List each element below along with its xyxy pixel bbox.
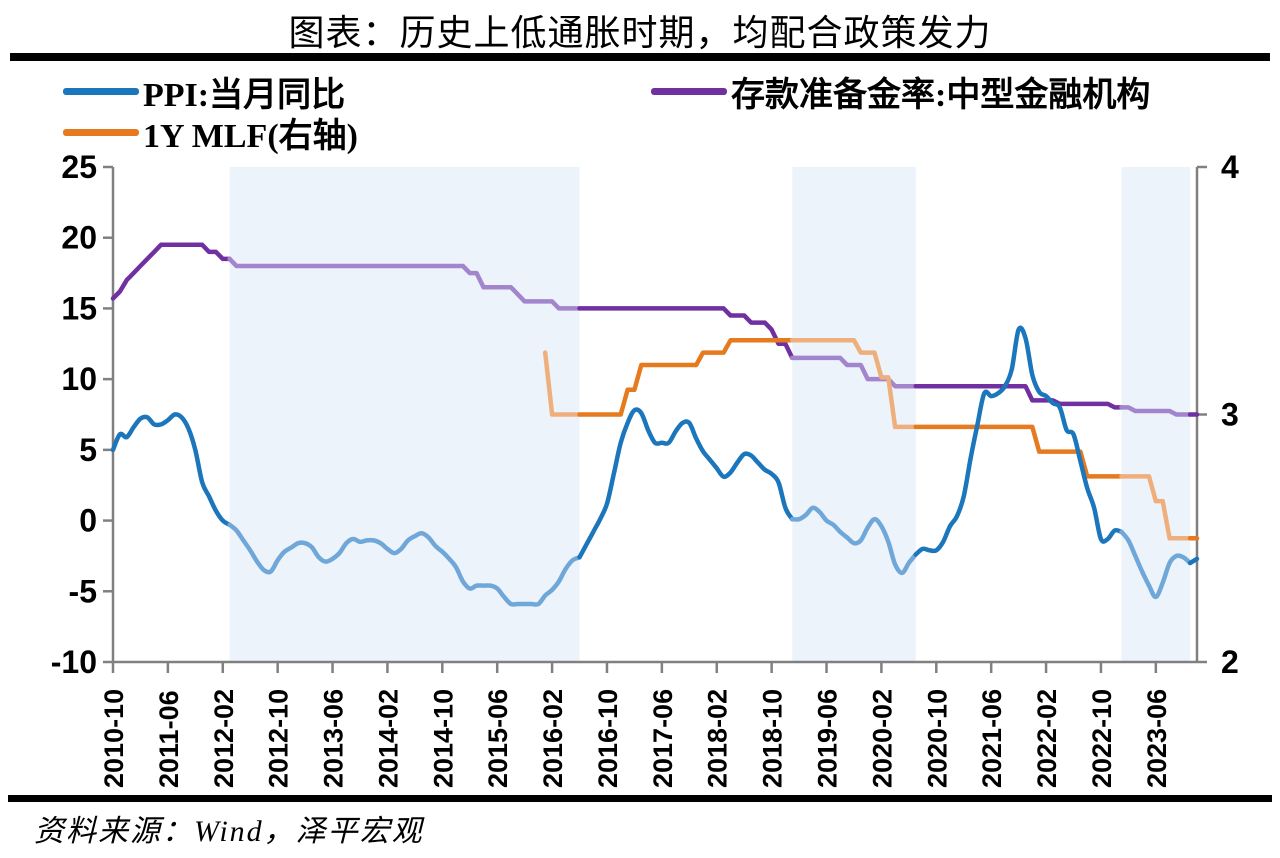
x-tick-label: 2021-06 (977, 689, 1007, 788)
series-line-ppi (1187, 556, 1200, 566)
left-tick-label: 5 (79, 432, 97, 468)
left-tick-label: 25 (61, 149, 97, 185)
x-tick-label: 2018-02 (703, 689, 733, 788)
series-line-ppi (110, 412, 232, 528)
series-line-rrr (227, 256, 582, 311)
legend-label-rrr: 存款准备金率:中型金融机构 (731, 76, 1151, 114)
right-tick-label: 2 (1221, 644, 1239, 680)
left-tick-label: 20 (61, 220, 97, 256)
series-line-mlf (913, 424, 1124, 479)
x-tick-label: 2016-10 (593, 689, 623, 788)
left-tick-label: 15 (61, 290, 97, 326)
x-tick-label: 2010-10 (99, 689, 129, 788)
legend-dash-ppi-icon (63, 87, 139, 95)
legend-item-mlf: 1Y MLF(右轴) (63, 111, 358, 155)
series-line-mlf (542, 350, 582, 417)
series-line-ppi (577, 407, 795, 560)
bottom-divider (8, 795, 1272, 802)
series-line-ppi (227, 522, 582, 607)
left-tick-label: 0 (79, 503, 97, 539)
legend-label-mlf: 1Y MLF(右轴) (143, 117, 358, 155)
x-tick-label: 2022-02 (1032, 689, 1062, 788)
series-line-mlf (1119, 474, 1193, 541)
top-divider (10, 53, 1270, 61)
series-line-mlf (577, 338, 795, 417)
source-note: 资料来源：Wind，泽平宏观 (34, 815, 424, 848)
x-tick-label: 2020-02 (867, 689, 897, 788)
x-tick-label: 2014-10 (428, 689, 458, 788)
x-tick-label: 2018-10 (758, 689, 788, 788)
legend-dash-rrr-icon (651, 87, 727, 95)
x-tick-label: 2013-06 (319, 689, 349, 788)
x-tick-label: 2020-10 (922, 689, 952, 788)
x-tick-label: 2023-06 (1142, 689, 1172, 788)
series-line-ppi (789, 505, 918, 576)
x-tick-label: 2019-06 (813, 689, 843, 788)
series-line-mlf (789, 338, 918, 430)
left-tick-label: 10 (61, 361, 97, 397)
left-tick-label: -5 (69, 573, 97, 609)
right-tick-label: 4 (1221, 149, 1239, 185)
legend-label-ppi: PPI:当月同比 (143, 76, 346, 114)
x-tick-label: 2012-02 (209, 689, 239, 788)
shaded-period-band (229, 167, 580, 662)
series-line-ppi (1119, 529, 1193, 600)
legend-item-ppi: PPI:当月同比 (63, 70, 345, 114)
x-tick-label: 2016-02 (538, 689, 568, 788)
series-line-ppi (913, 325, 1124, 557)
x-tick-label: 2017-06 (648, 689, 678, 788)
series-line-rrr (913, 383, 1124, 410)
series-line-rrr (789, 355, 918, 389)
legend-dash-mlf-icon (63, 128, 139, 136)
shaded-period-band (792, 167, 916, 662)
x-tick-label: 2014-02 (373, 689, 403, 788)
left-tick-label: -10 (51, 644, 97, 680)
series-line-rrr (1119, 405, 1193, 417)
right-tick-label: 3 (1221, 397, 1239, 433)
x-tick-label: 2012-10 (264, 689, 294, 788)
legend-item-rrr: 存款准备金率:中型金融机构 (651, 70, 1150, 114)
x-tick-label: 2022-10 (1087, 689, 1117, 788)
series-line-rrr (110, 242, 232, 301)
chart-title: 图表：历史上低通胀时期，均配合政策发力 (288, 13, 992, 53)
x-tick-label: 2015-06 (483, 689, 513, 788)
series-line-rrr (577, 306, 795, 361)
x-tick-label: 2011-06 (154, 690, 184, 788)
